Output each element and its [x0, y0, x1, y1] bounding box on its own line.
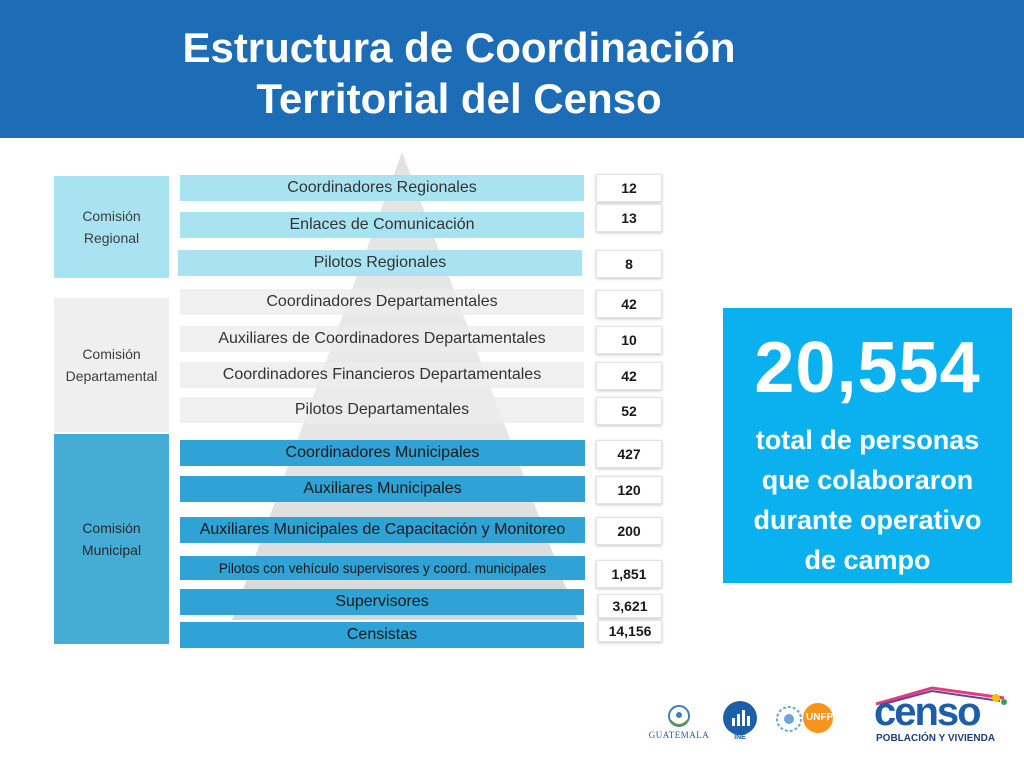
header-banner: Estructura de Coordinación Territorial d…	[0, 0, 1024, 138]
level-pilotos-departamentales: Pilotos Departamentales	[180, 397, 584, 423]
group-comision-regional: Comisión Regional	[54, 176, 169, 278]
level-supervisores: Supervisores	[180, 589, 584, 615]
count-pilotos-regionales: 8	[596, 250, 662, 278]
censo-roof-icon	[875, 686, 1007, 706]
caption-line-3: durante operativo	[753, 505, 982, 535]
group-comision-departamental: Comisión Departamental	[54, 298, 169, 432]
group-label: Comisión Municipal	[81, 520, 142, 558]
title-line-1: Estructura de Coordinación	[182, 24, 736, 71]
level-auxiliares-capacitacion-monitoreo: Auxiliares Municipales de Capacitación y…	[180, 517, 585, 543]
count-auxiliares-coordinadores-departamentales: 10	[596, 326, 662, 354]
total-caption: total de personas que colaboraron durant…	[723, 420, 1012, 580]
count-coordinadores-municipales: 427	[596, 440, 662, 468]
level-pilotos-con-vehiculo: Pilotos con vehículo supervisores y coor…	[180, 556, 585, 580]
caption-line-4: de campo	[804, 545, 931, 575]
count-coordinadores-regionales: 12	[596, 174, 662, 202]
level-enlaces-comunicacion: Enlaces de Comunicación	[180, 212, 584, 238]
total-summary-box: 20,554 total de personas que colaboraron…	[723, 308, 1012, 583]
title-line-2: Territorial del Censo	[256, 75, 662, 122]
level-coordinadores-municipales: Coordinadores Municipales	[180, 440, 585, 466]
unfpa-circle-icon	[803, 703, 833, 733]
level-pilotos-regionales: Pilotos Regionales	[178, 250, 582, 276]
unfpa-logo: UNFPA	[774, 702, 842, 738]
ine-icon	[723, 701, 757, 735]
count-coordinadores-financieros-departamentales: 42	[596, 362, 662, 390]
group-comision-municipal: Comisión Municipal	[54, 434, 169, 644]
count-censistas: 14,156	[598, 620, 662, 642]
caption-line-2: que colaboraron	[761, 465, 974, 495]
ine-logo: INE	[722, 700, 758, 744]
count-supervisores: 3,621	[598, 594, 662, 618]
level-auxiliares-coordinadores-departamentales: Auxiliares de Coordinadores Departamenta…	[180, 326, 584, 352]
level-censistas: Censistas	[180, 622, 584, 648]
censo-logo: censo POBLACIÓN Y VIVIENDA	[870, 684, 1010, 746]
group-label: Comisión Regional	[82, 208, 141, 246]
guatemala-logo: GUATEMALA	[648, 700, 710, 744]
count-coordinadores-departamentales: 42	[596, 290, 662, 318]
level-coordinadores-regionales: Coordinadores Regionales	[180, 175, 584, 201]
count-auxiliares-capacitacion-monitoreo: 200	[596, 517, 662, 545]
level-coordinadores-financieros-departamentales: Coordinadores Financieros Departamentale…	[180, 362, 584, 388]
level-auxiliares-municipales: Auxiliares Municipales	[180, 476, 585, 502]
total-value: 20,554	[754, 328, 981, 408]
un-emblem-icon	[776, 706, 802, 732]
level-coordinadores-departamentales: Coordinadores Departamentales	[180, 289, 584, 315]
count-pilotos-departamentales: 52	[596, 397, 662, 425]
coat-of-arms-icon	[668, 705, 690, 727]
page-title: Estructura de Coordinación Territorial d…	[100, 22, 818, 124]
count-enlaces-comunicacion: 13	[596, 204, 662, 232]
group-label: Comisión Departamental	[65, 346, 158, 384]
caption-line-1: total de personas	[755, 425, 980, 455]
count-pilotos-con-vehiculo: 1,851	[596, 560, 662, 588]
count-auxiliares-municipales: 120	[596, 476, 662, 504]
